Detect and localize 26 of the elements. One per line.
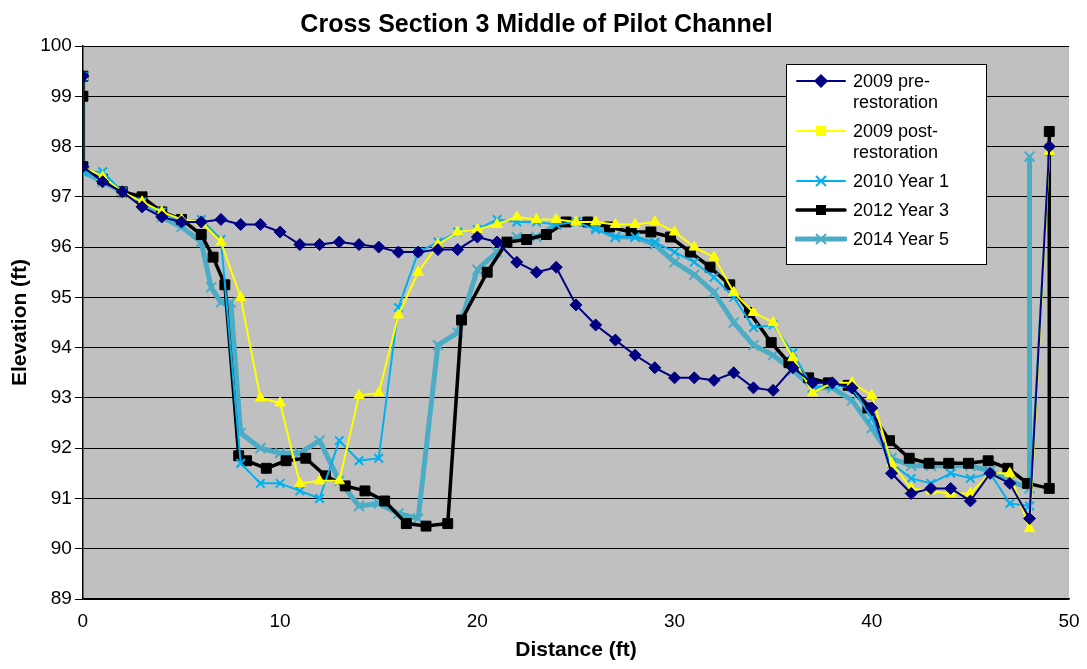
x-tick-label: 20 <box>466 609 488 631</box>
y-tick-label: 97 <box>50 185 72 207</box>
y-tick-label: 95 <box>50 285 72 307</box>
y-tick-label: 100 <box>40 34 72 56</box>
legend-label: 2012 Year 3 <box>853 200 951 221</box>
legend-label: 2009 pre-restoration <box>853 71 940 113</box>
y-tick-label: 96 <box>50 235 72 257</box>
legend-label: 2010 Year 1 <box>853 171 951 192</box>
x-tick-label: 40 <box>861 609 883 631</box>
x-tick-label: 30 <box>663 609 686 631</box>
x-tick-label: 10 <box>269 609 291 631</box>
y-tick-label: 90 <box>50 536 72 558</box>
x-axis-title: Distance (ft) <box>515 637 637 661</box>
y-tick-label: 94 <box>50 335 73 357</box>
y-tick-label: 98 <box>50 134 72 156</box>
y-tick-label: 99 <box>50 84 72 106</box>
y-tick-label: 91 <box>50 486 72 508</box>
legend-label: 2014 Year 5 <box>853 229 951 250</box>
y-tick-label: 93 <box>50 386 72 408</box>
y-tick-label: 89 <box>50 587 72 609</box>
y-axis-title: Elevation (ft) <box>7 258 31 387</box>
chart-title: Cross Section 3 Middle of Pilot Channel <box>300 8 773 37</box>
x-tick-label: 50 <box>1058 609 1080 631</box>
y-tick-label: 92 <box>50 436 72 458</box>
x-tick-label: 0 <box>77 609 89 631</box>
legend-label: 2009 post-restoration <box>853 121 940 163</box>
